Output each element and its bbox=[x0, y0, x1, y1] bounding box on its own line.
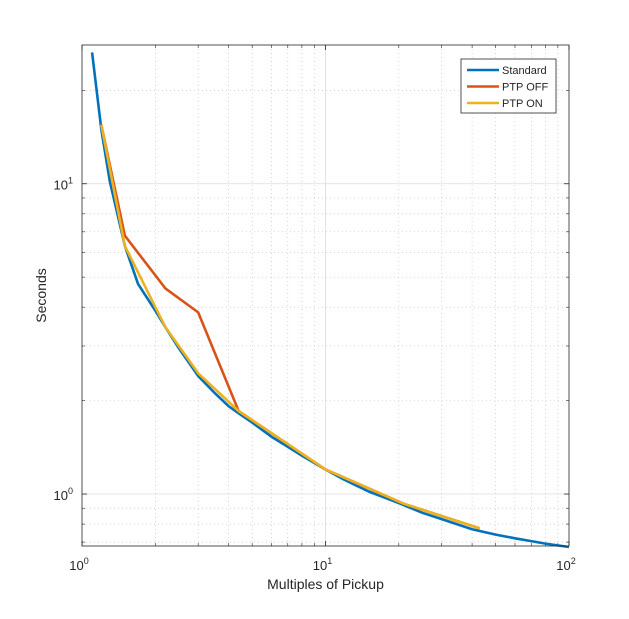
series-line-2 bbox=[100, 124, 481, 530]
legend-label-3: PTP ON bbox=[502, 98, 543, 110]
x-tick-label: 100 bbox=[69, 556, 88, 573]
y-tick-label: 100 bbox=[54, 486, 73, 503]
x-tick-label: 101 bbox=[313, 556, 332, 573]
y-axis-label: Seconds bbox=[33, 268, 49, 322]
series-line-1 bbox=[90, 52, 570, 549]
x-tick-label: 102 bbox=[556, 556, 575, 573]
legend-label-2: PTP OFF bbox=[502, 82, 549, 94]
major-grid bbox=[82, 45, 569, 546]
series-layer bbox=[90, 52, 570, 549]
legend: Standard PTP OFF PTP ON bbox=[460, 58, 557, 114]
plot-area-border bbox=[81, 44, 570, 547]
legend-label-1: Standard bbox=[502, 65, 547, 77]
y-tick-label: 101 bbox=[54, 176, 73, 193]
tick-labels: 100 101 102 100 101 bbox=[54, 176, 576, 573]
series-line-3 bbox=[100, 124, 481, 530]
x-axis-label: Multiples of Pickup bbox=[267, 576, 384, 592]
